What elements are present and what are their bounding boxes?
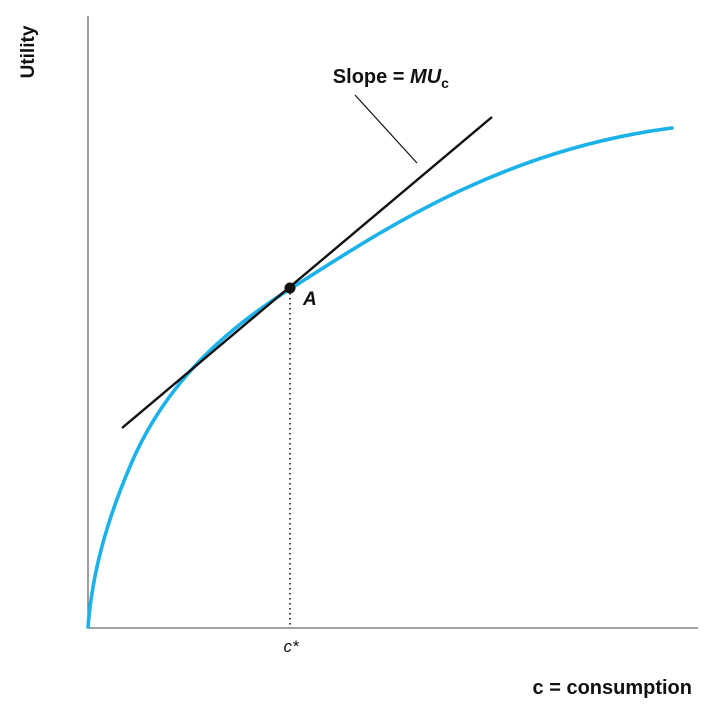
y-axis-label: Utility <box>18 25 39 78</box>
tangent-line <box>121 116 493 429</box>
x-tick-label-c-star: c* <box>283 637 300 656</box>
slope-leader-line <box>354 94 418 164</box>
point-a-marker <box>284 282 296 294</box>
slope-label-prefix: Slope = <box>333 66 410 88</box>
x-axis-label: c = consumption <box>533 677 692 699</box>
point-a-label: A <box>302 289 317 310</box>
slope-label-main: MU <box>410 66 442 88</box>
slope-label: Slope = MUc <box>305 66 466 93</box>
utility-curve <box>86 126 674 629</box>
slope-label-subscript: c <box>441 75 449 91</box>
